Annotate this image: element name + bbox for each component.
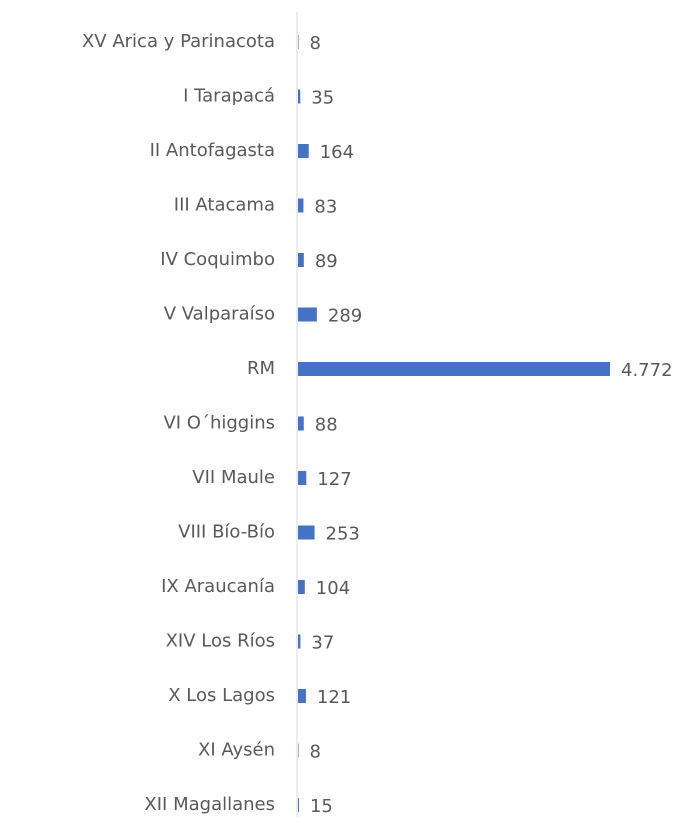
value-label: 88 <box>315 415 338 436</box>
value-label: 253 <box>326 524 360 545</box>
value-label: 121 <box>317 687 351 708</box>
category-label: XII Magallanes <box>144 794 275 815</box>
value-label: 289 <box>328 306 362 327</box>
value-label: 8 <box>310 742 321 763</box>
value-label: 127 <box>317 469 351 490</box>
value-label: 83 <box>314 197 337 218</box>
value-label: 104 <box>316 578 350 599</box>
bar <box>298 307 317 322</box>
category-label: VII Maule <box>192 467 275 488</box>
category-label: XV Arica y Parinacota <box>82 31 275 52</box>
bar <box>298 525 315 540</box>
value-label: 164 <box>320 142 354 163</box>
category-label: XI Aysén <box>198 740 275 761</box>
value-label: 15 <box>310 796 333 817</box>
category-label: XIV Los Ríos <box>166 631 275 652</box>
bar <box>298 198 304 213</box>
category-label: X Los Lagos <box>168 685 275 706</box>
bar <box>298 798 299 812</box>
value-label: 4.772 <box>621 360 673 381</box>
bar <box>298 362 610 376</box>
bar <box>298 35 299 49</box>
value-label: 35 <box>311 88 334 109</box>
category-label: II Antofagasta <box>150 140 275 161</box>
category-label: III Atacama <box>174 195 275 216</box>
category-label: RM <box>247 358 275 379</box>
value-label: 37 <box>311 633 334 654</box>
bar <box>298 416 304 431</box>
bar <box>298 471 307 485</box>
value-label: 8 <box>310 33 321 54</box>
category-label: VI O´higgins <box>163 413 275 434</box>
bar <box>298 89 301 104</box>
bar <box>298 144 309 158</box>
bar <box>298 689 306 703</box>
bar <box>298 253 304 267</box>
category-label: VIII Bío-Bío <box>178 522 275 543</box>
bar <box>298 580 305 594</box>
value-label: 89 <box>315 251 338 272</box>
category-label: IX Araucanía <box>161 576 275 597</box>
bar <box>298 743 299 758</box>
bar <box>298 634 301 649</box>
category-label: V Valparaíso <box>164 304 275 325</box>
category-label: IV Coquimbo <box>160 249 275 270</box>
category-label: I Tarapacá <box>183 86 275 107</box>
